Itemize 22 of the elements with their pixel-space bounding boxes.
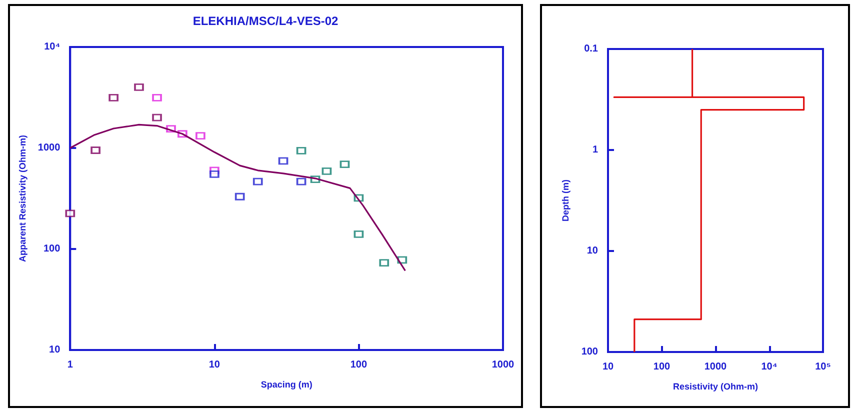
- y-tick-label: 10: [586, 246, 598, 256]
- x-tick-label: 10: [208, 360, 220, 370]
- y-axis-title: Apparent Resistivity (Ohm-m): [18, 134, 28, 262]
- x-tick-label: 100: [653, 362, 671, 372]
- y-tick-label: 1: [592, 144, 598, 156]
- y-tick-label: 10⁴: [44, 42, 60, 52]
- x-tick-label: 10: [602, 362, 614, 372]
- chart-title: ELEKHIA/MSC/L4-VES-02: [192, 14, 339, 28]
- x-tick-label: 10⁵: [815, 362, 832, 372]
- y-tick-label: 10: [49, 344, 61, 356]
- x-axis-title: Spacing (m): [260, 380, 312, 390]
- x-tick-label: 100: [350, 360, 368, 370]
- x-tick-label: 10⁴: [761, 362, 778, 372]
- y-tick-label: 0.1: [584, 44, 598, 54]
- y-tick-label: 100: [581, 346, 598, 358]
- x-tick-label: 1: [67, 360, 74, 370]
- x-tick-label: 1000: [492, 360, 515, 370]
- y-axis-title: Depth (m): [560, 180, 570, 222]
- x-axis-title: Resistivity (Ohm-m): [672, 382, 758, 392]
- y-tick-label: 100: [43, 244, 61, 254]
- x-tick-label: 1000: [704, 362, 728, 372]
- y-tick-label: 1000: [38, 142, 61, 154]
